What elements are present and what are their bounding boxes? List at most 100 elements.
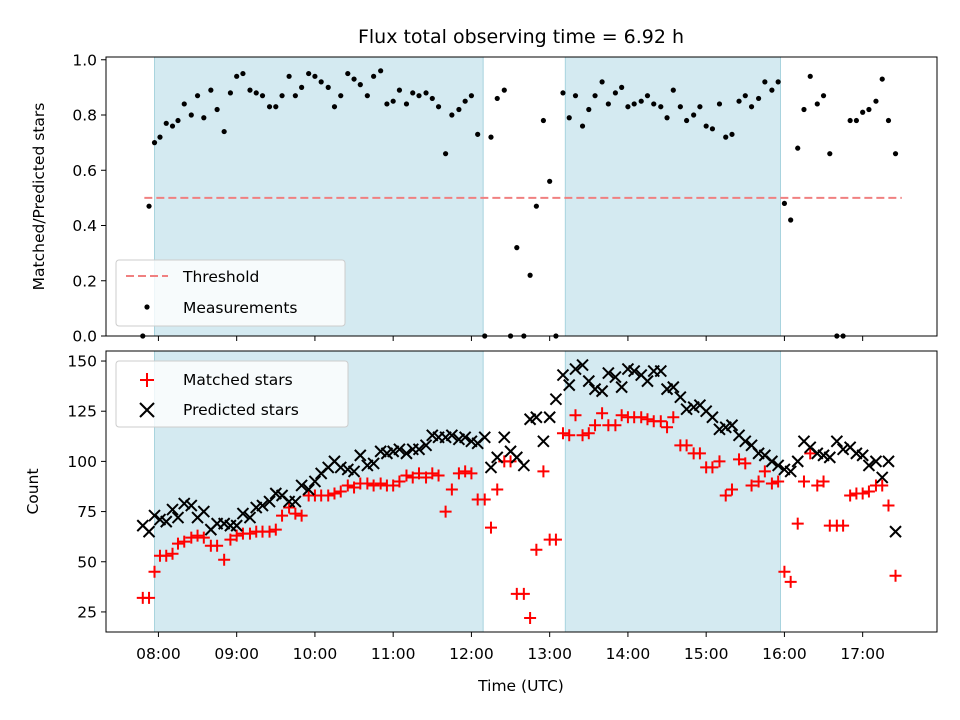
matched-star-point [400,469,413,482]
matched-star-point [143,591,156,604]
predicted-star-point [400,447,413,460]
matched-star-point [713,455,726,468]
bottom-y-axis-label: Count [24,468,42,514]
measurement-point [579,123,586,129]
measurement-point [306,70,312,77]
measurement-point [157,134,163,140]
measurement-point [866,106,872,113]
matched-star-point [635,411,648,424]
measurement-point [318,79,324,85]
matched-star-point [276,509,289,522]
bottom-legend-box [115,360,349,428]
legend-measurements-swatch [144,304,150,310]
chart-title: Flux total observing time = 6.92 h [358,26,684,48]
predicted-star-point [706,411,719,424]
top-y-tick-label: 0.6 [72,162,97,180]
matched-star-point [641,413,654,426]
predicted-star-point [367,457,380,470]
measurement-point [691,112,697,118]
matched-star-point [569,409,582,422]
predicted-star-point [160,515,173,528]
matched-star-point [406,471,419,484]
matched-star-point [563,429,576,442]
matched-star-point [596,407,609,420]
measurement-point [723,134,729,140]
predicted-star-point [791,455,804,468]
measurement-point [423,90,429,96]
predicted-star-point [295,479,308,492]
measurement-point [240,70,246,77]
matched-star-point [166,547,179,560]
measurement-point [631,101,637,107]
measurement-point [201,115,207,121]
predicted-star-point [588,382,602,396]
predicted-star-point [823,451,837,464]
predicted-star-point [498,431,511,444]
predicted-star-point [739,435,752,448]
measurement-point [566,115,572,121]
predicted-star-point [197,505,211,518]
measurement-point [670,87,676,93]
matched-star-point [224,533,237,546]
legend-matched-swatch [140,373,154,387]
matched-star-point [517,587,530,600]
measurement-point [514,245,520,251]
measurement-point [709,126,716,132]
x-tick-label: 17:00 [840,645,885,663]
predicted-star-point [856,449,869,462]
measurement-point [384,101,390,107]
predicted-star-point [347,465,361,478]
bottom-y-tick-label: 150 [67,353,97,371]
matched-star-point [556,427,569,440]
predicted-star-point [549,392,563,406]
predicted-star-point [627,364,641,378]
matched-star-point [615,409,628,422]
measurement-point [488,134,494,140]
bottom-x-ticks: 08:00 09:00 10:00 11:00 12:00 13:00 14:00 15:00… [136,632,885,663]
matched-star-point [667,411,680,424]
matched-star-point [589,419,602,432]
legend-measurements-label: Measurements [183,299,298,317]
matched-star-point [412,467,425,480]
measurement-point [259,93,266,99]
matched-star-point [367,479,380,492]
matched-star-point [211,539,224,552]
measurement-point [462,98,468,104]
matched-star-point [791,517,804,530]
predicted-star-point [334,461,347,474]
measurement-point [644,93,651,99]
predicted-star-point [419,439,433,452]
predicted-star-point [458,431,472,444]
measurement-point [605,101,611,107]
matched-star-point [478,493,491,506]
matched-star-point [784,575,797,588]
predicted-star-point [771,459,785,472]
predicted-star-point [484,461,498,474]
predicted-star-point [230,519,243,532]
matched-star-point [178,535,191,548]
legend-matched-label: Matched stars [183,371,293,389]
matched-star-point [654,415,667,428]
matched-star-point [882,499,895,512]
matched-star-point [582,427,595,440]
predicted-star-point [491,451,504,464]
matched-star-point [322,489,335,502]
matched-star-point [328,487,341,500]
matched-star-point [817,475,830,488]
predicted-star-point [563,378,576,392]
matched-star-point [752,475,765,488]
measurement-point [188,112,194,118]
matched-star-point [609,419,622,432]
top-y-tick-label: 1.0 [72,51,97,69]
measurement-point [273,104,279,110]
matched-star-point [844,489,857,502]
measurement-point [416,93,422,99]
matched-star-point [148,565,161,578]
matched-star-point [504,455,517,468]
legend-predicted-swatch [139,402,155,418]
measurement-point [468,93,475,99]
bottom-shaded-interval-1 [564,350,782,633]
predicted-star-point [445,429,459,442]
measurement-point [234,73,240,79]
matched-star-point [393,475,406,488]
